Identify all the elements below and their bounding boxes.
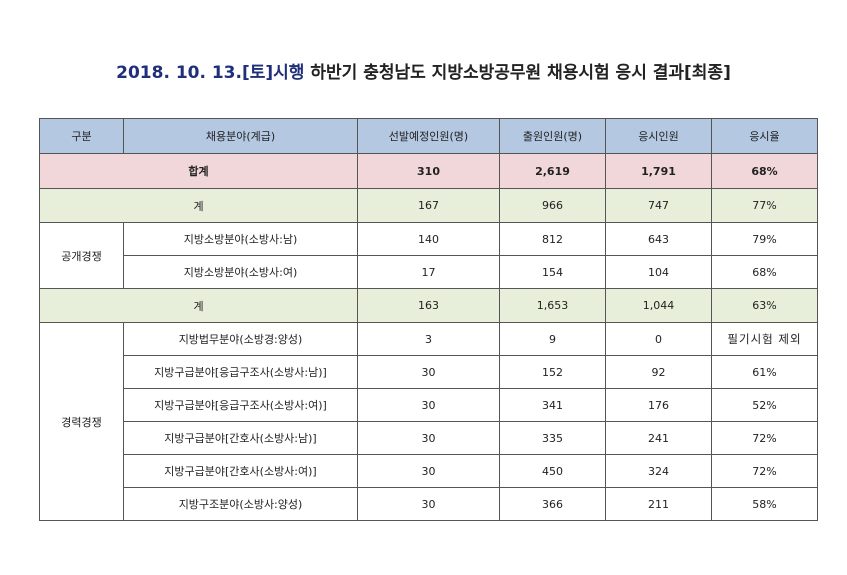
open-subtotal-rate: 77% (711, 188, 818, 223)
row-tested: 92 (605, 355, 712, 389)
results-table: 구분 채용분야(계급) 선발예정인원(명) 출원인원(명) 응시인원 응시율 합… (39, 118, 818, 521)
table-row: 공개경쟁 지방소방분야(소방사:남) 140 812 643 79% (39, 222, 818, 289)
header-tested: 응시인원 (605, 118, 712, 154)
career-subtotal-rate: 63% (711, 288, 818, 323)
total-label: 합계 (39, 153, 358, 189)
row-selected: 3 (357, 322, 500, 356)
header-field: 채용분야(계급) (123, 118, 358, 154)
career-subtotal-label: 계 (39, 288, 358, 323)
header-category: 구분 (39, 118, 124, 154)
open-subtotal-tested: 747 (605, 188, 712, 223)
row-rate: 72% (711, 454, 818, 488)
row-tested: 643 (605, 222, 712, 256)
row-selected: 17 (357, 255, 500, 289)
row-applied: 812 (499, 222, 606, 256)
header-row: 구분 채용분야(계급) 선발예정인원(명) 출원인원(명) 응시인원 응시율 (39, 118, 818, 154)
row-applied: 154 (499, 255, 606, 289)
document-title: 2018. 10. 13.[토]시행 하반기 충청남도 지방소방공무원 채용시험… (0, 58, 847, 83)
row-applied: 152 (499, 355, 606, 389)
header-rate: 응시율 (711, 118, 818, 154)
row-selected: 30 (357, 454, 500, 488)
row-field: 지방구급분야[응급구조사(소방사:여)] (123, 388, 358, 422)
title-text: 하반기 충청남도 지방소방공무원 채용시험 응시 결과[최종] (304, 63, 731, 83)
open-subtotal-row: 계 167 966 747 77% (39, 188, 818, 223)
row-rate: 52% (711, 388, 818, 422)
row-field: 지방소방분야(소방사:여) (123, 255, 358, 289)
table-row: 경력경쟁 지방법무분야(소방경:양성) 3 9 0 필기시험 제외 (39, 322, 818, 521)
row-applied: 9 (499, 322, 606, 356)
row-tested: 211 (605, 487, 712, 521)
table-row: 지방소방분야(소방사:여) 17 154 104 68% (40, 255, 818, 289)
header-applied: 출원인원(명) (499, 118, 606, 154)
row-applied: 335 (499, 421, 606, 455)
row-rate: 72% (711, 421, 818, 455)
career-subtotal-tested: 1,044 (605, 288, 712, 323)
row-applied: 450 (499, 454, 606, 488)
open-group-label: 공개경쟁 (39, 222, 124, 289)
total-selected: 310 (357, 153, 500, 189)
career-subtotal-row: 계 163 1,653 1,044 63% (39, 288, 818, 323)
row-tested: 104 (605, 255, 712, 289)
row-field: 지방법무분야(소방경:양성) (123, 322, 358, 356)
career-subtotal-applied: 1,653 (499, 288, 606, 323)
total-tested: 1,791 (605, 153, 712, 189)
row-field: 지방소방분야(소방사:남) (123, 222, 358, 256)
row-tested: 324 (605, 454, 712, 488)
row-field: 지방구급분야[간호사(소방사:여)] (123, 454, 358, 488)
row-field: 지방구조분야(소방사:양성) (123, 487, 358, 521)
open-subtotal-label: 계 (39, 188, 358, 223)
career-subtotal-selected: 163 (357, 288, 500, 323)
table-row: 지방구급분야[간호사(소방사:여)] 30 450 324 72% (40, 454, 818, 488)
row-selected: 30 (357, 487, 500, 521)
table-row: 지방구급분야[응급구조사(소방사:남)] 30 152 92 61% (40, 355, 818, 389)
row-rate: 61% (711, 355, 818, 389)
career-group-label: 경력경쟁 (39, 322, 124, 521)
total-applied: 2,619 (499, 153, 606, 189)
row-applied: 366 (499, 487, 606, 521)
row-tested: 176 (605, 388, 712, 422)
total-rate: 68% (711, 153, 818, 189)
row-rate: 58% (711, 487, 818, 521)
row-tested: 241 (605, 421, 712, 455)
open-subtotal-selected: 167 (357, 188, 500, 223)
row-applied: 341 (499, 388, 606, 422)
row-rate: 필기시험 제외 (711, 322, 818, 356)
row-selected: 140 (357, 222, 500, 256)
row-rate: 68% (711, 255, 818, 289)
header-selected: 선발예정인원(명) (357, 118, 500, 154)
row-field: 지방구급분야[응급구조사(소방사:남)] (123, 355, 358, 389)
table-row: 지방구조분야(소방사:양성) 30 366 211 58% (40, 487, 818, 521)
table-row: 지방구급분야[응급구조사(소방사:여)] 30 341 176 52% (40, 388, 818, 422)
title-date: 2018. 10. 13.[토]시행 (116, 63, 305, 83)
row-selected: 30 (357, 355, 500, 389)
table-row: 지방구급분야[간호사(소방사:남)] 30 335 241 72% (40, 421, 818, 455)
row-tested: 0 (605, 322, 712, 356)
row-field: 지방구급분야[간호사(소방사:남)] (123, 421, 358, 455)
row-selected: 30 (357, 388, 500, 422)
total-row: 합계 310 2,619 1,791 68% (39, 153, 818, 189)
row-selected: 30 (357, 421, 500, 455)
open-subtotal-applied: 966 (499, 188, 606, 223)
row-rate: 79% (711, 222, 818, 256)
